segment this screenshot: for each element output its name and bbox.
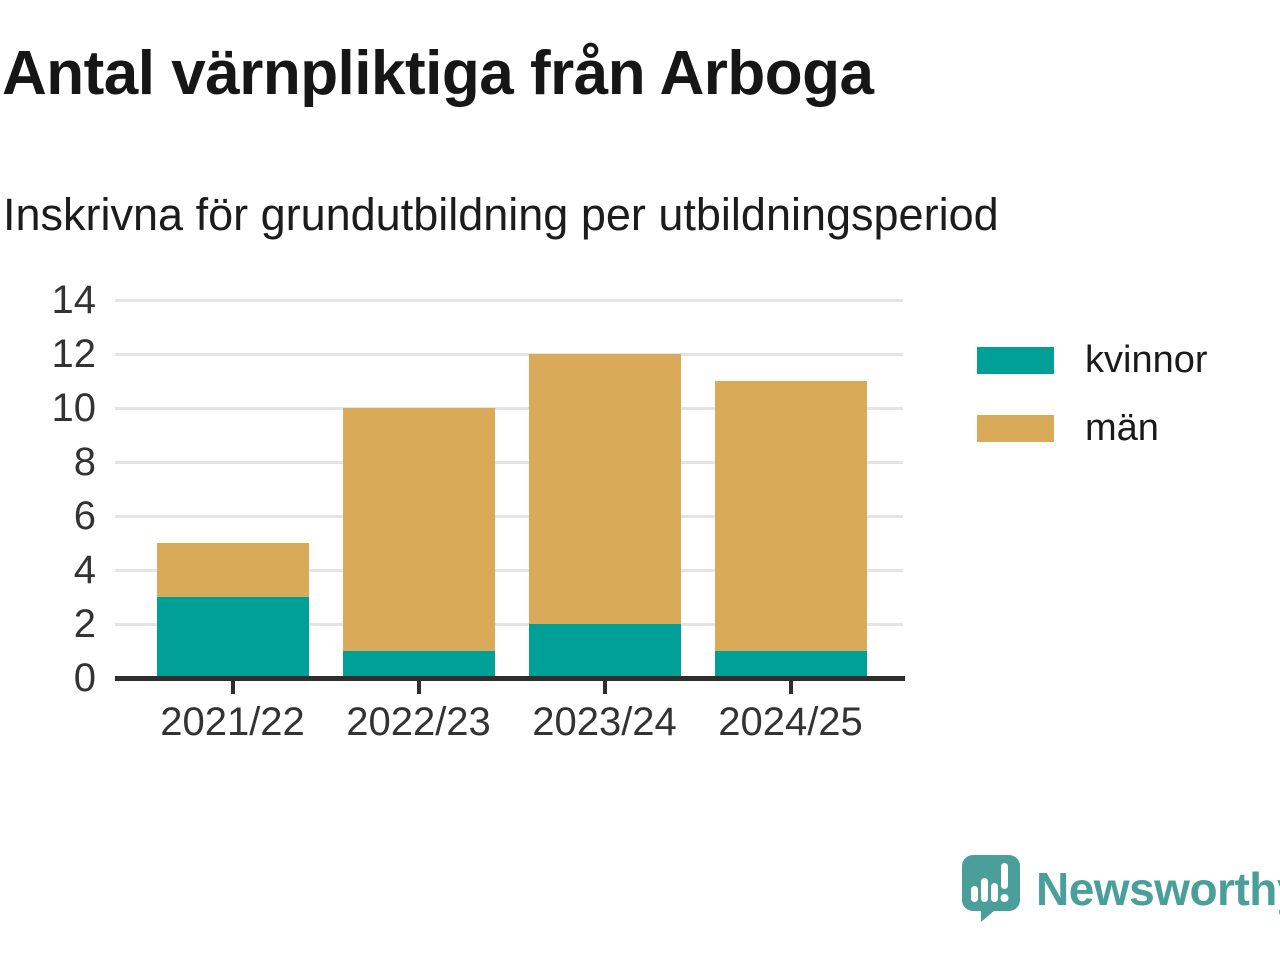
legend-label-man: män [1085,407,1159,449]
newsworthy-branding: Newsworthy [960,853,1280,924]
x-axis-tick [416,680,421,694]
newsworthy-logo-icon [962,855,1020,922]
x-axis-tick [788,680,793,694]
newsworthy-logo-text: Newsworthy [1036,862,1280,915]
x-axis-tick [602,680,607,694]
legend-label-kvinnor: kvinnor [1085,339,1208,381]
gridline-14 [115,299,903,302]
x-axis-baseline [115,676,905,681]
bar-segment-män-2023/24 [528,354,681,624]
chart-subtitle: Inskrivna för grundutbildning per utbild… [3,189,999,240]
x-axis-tick-label: 2024/25 [718,700,863,744]
legend-swatch-man [977,414,1054,442]
y-axis-tick-label: 10 [51,386,97,430]
x-axis-tick-label: 2023/24 [532,700,677,744]
bar-segment-kvinnor-2023/24 [528,624,681,678]
y-axis-tick-label: 4 [73,548,96,592]
x-axis-tick-label: 2022/23 [346,700,491,744]
gridline-4 [115,569,903,572]
y-axis-tick-label: 6 [73,494,96,538]
gridline-10 [115,407,903,410]
bar-segment-kvinnor-2024/25 [714,651,867,678]
gridline-6 [115,515,903,518]
legend-item-kvinnor: kvinnor [977,341,1208,379]
gridline-2 [115,623,903,626]
bar-segment-män-2021/22 [156,543,309,597]
bar-segment-kvinnor-2022/23 [342,651,495,678]
chart-title: Antal värnpliktiga från Arboga [2,39,874,108]
gridline-8 [115,461,903,464]
bar-segment-kvinnor-2021/22 [156,597,309,678]
chart-legend: kvinnor män [977,341,1208,447]
y-axis-tick-label: 0 [73,656,96,700]
legend-item-man: män [977,409,1208,447]
legend-swatch-kvinnor [977,346,1054,374]
bar-segment-män-2022/23 [342,408,495,651]
bar-chart-plot-area: 0 2 4 6 8 10 12 14 2021/22 2022/23 2023/24 2024/25 [0,279,960,770]
y-axis-tick-label: 2 [73,602,96,646]
y-axis-tick-label: 14 [51,278,97,322]
gridline-12 [115,353,903,356]
y-axis-tick-label: 8 [73,440,96,484]
x-axis-tick-label: 2021/22 [160,700,305,744]
y-axis-tick-label: 12 [51,332,97,376]
x-axis-tick [230,680,235,694]
bar-segment-män-2024/25 [714,381,867,651]
